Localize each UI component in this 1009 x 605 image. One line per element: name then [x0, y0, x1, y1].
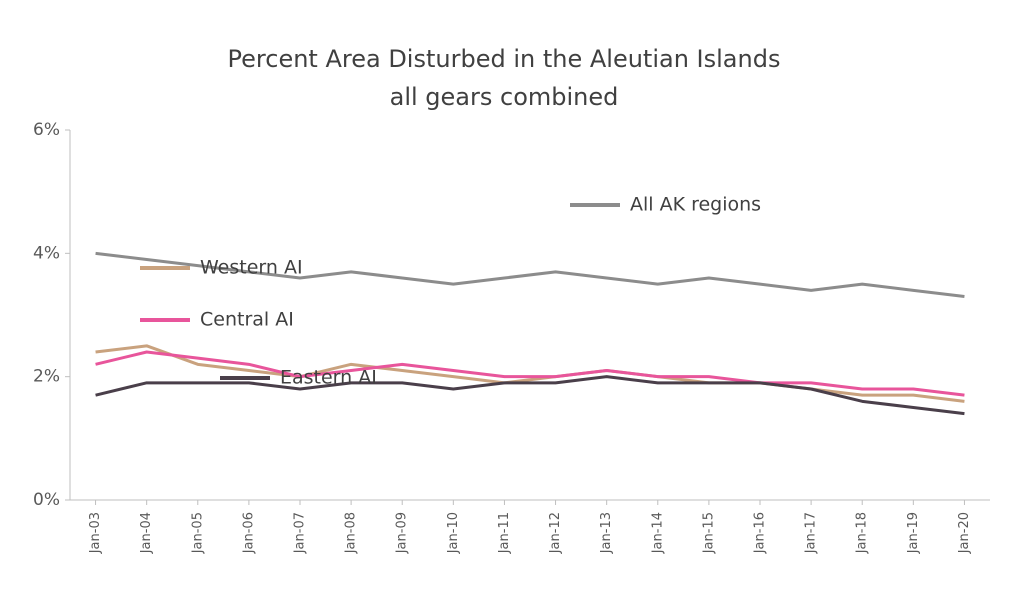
x-tick-label: Jan-03 — [88, 512, 103, 554]
x-tick-label: Jan-20 — [957, 512, 972, 554]
series-line — [95, 375, 965, 416]
y-tick-label: 4% — [33, 243, 60, 263]
x-tick-label: Jan-13 — [599, 512, 614, 554]
y-tick-label: 6% — [33, 120, 60, 140]
x-tick-label: Jan-10 — [446, 512, 461, 554]
x-tick-label: Jan-18 — [855, 512, 870, 554]
x-tick-label: Jan-09 — [395, 512, 410, 554]
x-tick-label: Jan-19 — [906, 512, 921, 554]
series-line — [95, 251, 965, 298]
x-tick-label: Jan-07 — [293, 512, 308, 554]
y-tick-label: 0% — [33, 490, 60, 510]
x-tick-label: Jan-12 — [548, 512, 563, 554]
legend-label: All AK regions — [630, 194, 761, 216]
x-tick-label: Jan-04 — [139, 512, 154, 554]
x-tick-label: Jan-06 — [241, 512, 256, 554]
x-tick-label: Jan-16 — [753, 512, 768, 554]
legend-label: Central AI — [200, 309, 294, 331]
x-tick-label: Jan-14 — [650, 512, 665, 554]
chart-title: Percent Area Disturbed in the Aleutian I… — [228, 45, 781, 73]
chart-subtitle: all gears combined — [390, 83, 619, 111]
legend-label: Eastern AI — [280, 367, 377, 389]
series-line — [95, 350, 965, 397]
legend-label: Western AI — [200, 257, 303, 279]
x-tick-label: Jan-11 — [497, 512, 512, 554]
x-tick-label: Jan-05 — [190, 512, 205, 554]
x-tick-label: Jan-08 — [344, 512, 359, 554]
y-tick-label: 2% — [33, 367, 60, 387]
x-tick-label: Jan-15 — [701, 512, 716, 554]
x-tick-label: Jan-17 — [804, 512, 819, 554]
